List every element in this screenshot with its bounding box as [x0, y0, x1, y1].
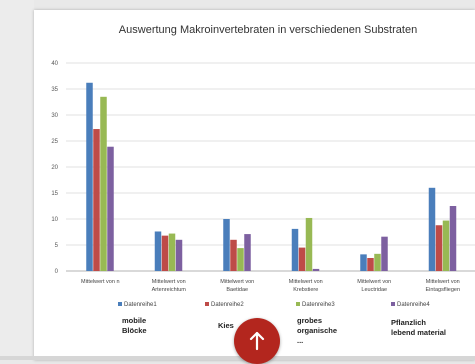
y-tick-label: 40 — [51, 61, 58, 67]
bar — [223, 219, 230, 271]
bar — [93, 129, 100, 271]
y-tick-label: 10 — [51, 217, 58, 223]
bar — [154, 231, 162, 271]
y-tick-label: 30 — [51, 113, 58, 119]
x-tick-label: Mittelwert von — [357, 279, 391, 285]
x-tick-label: Mittelwert von n — [81, 279, 120, 285]
annotation-2: Kies — [218, 321, 234, 330]
bar — [367, 258, 374, 271]
x-tick-label: Mittelwert von — [289, 279, 323, 285]
bar — [175, 239, 183, 271]
x-tick-label: Leuctridae — [361, 287, 387, 293]
x-tick-label: Krebstiere — [293, 287, 318, 293]
bar — [230, 239, 237, 271]
legend: Datenreihe1 Datenreihe2 Datenreihe3 Datenre… — [118, 302, 430, 308]
legend-label: Datenreihe4 — [397, 302, 430, 308]
bar — [312, 268, 320, 271]
annotation-1: mobile Blöcke — [122, 316, 147, 335]
bar — [442, 220, 450, 271]
bar — [86, 82, 93, 271]
x-tick-label: Artenreichtum — [152, 287, 187, 293]
y-tick-label: 5 — [55, 243, 59, 249]
bar — [449, 206, 457, 271]
legend-label: Datenreihe2 — [211, 302, 244, 308]
legend-label: Datenreihe3 — [302, 302, 335, 308]
annotation-3: grobes organische ... — [297, 316, 338, 345]
bar — [237, 248, 244, 271]
y-axis-labels: 0 5 10 15 20 25 30 35 40 — [51, 61, 58, 275]
y-tick-label: 20 — [51, 165, 58, 171]
bar — [291, 228, 299, 271]
bar — [435, 225, 443, 271]
scroll-to-top-button[interactable] — [234, 318, 280, 364]
y-tick-label: 25 — [51, 139, 58, 145]
x-tick-label: Mittelwert von — [152, 279, 186, 285]
annotation-4: Pflanzlich lebend material — [391, 318, 447, 337]
chart-title: Auswertung Makroinvertebraten in verschi… — [119, 24, 417, 36]
arrow-up-icon — [249, 331, 265, 351]
bars — [86, 82, 457, 271]
legend-label: Datenreihe1 — [124, 302, 157, 308]
bar — [244, 234, 251, 271]
left-margin — [0, 0, 34, 360]
x-tick-label: Mittelwert von — [426, 279, 460, 285]
bar — [305, 217, 313, 271]
bar — [161, 235, 169, 271]
bar — [374, 253, 381, 271]
bar — [100, 96, 107, 271]
y-tick-label: 15 — [51, 191, 58, 197]
x-tick-label: Mittelwert von — [220, 279, 254, 285]
legend-swatch — [296, 302, 300, 306]
legend-swatch — [205, 302, 209, 306]
x-tick-label: Baetidae — [226, 287, 248, 293]
legend-swatch — [118, 302, 122, 306]
grid-lines — [66, 62, 475, 272]
bottom-edge — [0, 356, 475, 360]
x-tick-label: Eintagsfliegen — [425, 287, 460, 293]
bar — [107, 146, 114, 271]
bar — [360, 254, 367, 271]
bar — [168, 233, 176, 271]
y-tick-label: 0 — [55, 269, 59, 275]
bar — [298, 247, 306, 271]
bar — [381, 236, 388, 271]
legend-swatch — [391, 302, 395, 306]
y-tick-label: 35 — [51, 87, 58, 93]
bar — [428, 187, 436, 271]
x-axis-labels: Mittelwert von n Mittelwert von Artenreich… — [81, 279, 460, 293]
